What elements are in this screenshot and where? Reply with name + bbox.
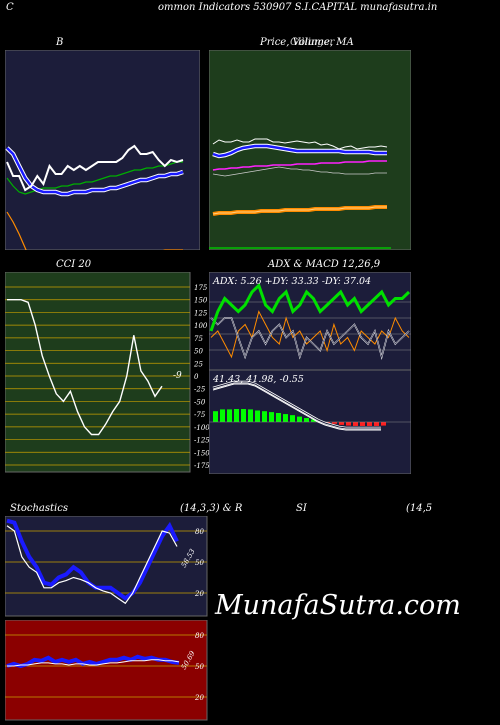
- macd-signal-line: [212, 383, 381, 431]
- macd-histogram-bar: [360, 422, 365, 426]
- macd-histogram-bar: [262, 411, 267, 422]
- macd-readout: 41.43, 41.98, -0.55: [212, 374, 304, 385]
- cci-tick-label: 125: [194, 309, 208, 317]
- si-blue-line: [6, 654, 180, 669]
- ma-orange-highlight: [212, 206, 387, 215]
- title-si-params: (14,5: [406, 503, 433, 514]
- ma-magenta-line: [212, 160, 387, 171]
- cci-tick-label: -50: [194, 398, 206, 406]
- stoch-tick-label: 80: [195, 528, 204, 536]
- header-title: ommon Indicators 530907 S.I.CAPITAL muna…: [158, 2, 438, 13]
- macd-histogram-bar: [353, 422, 358, 426]
- stoch-tick-label: 20: [194, 590, 204, 598]
- cci-tick-label: -25: [194, 386, 206, 394]
- macd-histogram-bar: [269, 412, 274, 422]
- ma-grey-line: [212, 166, 387, 177]
- bb-price-line: [6, 144, 184, 192]
- cci-last-value: -9: [173, 371, 182, 381]
- cci-tick-label: 175: [194, 284, 208, 292]
- title-bollinger: B: [56, 37, 64, 48]
- cci-tick-label: 0: [194, 373, 199, 381]
- adx-plus-di-line: [210, 317, 410, 359]
- si-white-line: [7, 659, 180, 667]
- cci-line: [7, 299, 163, 436]
- cci-tick-label: 75: [194, 335, 203, 343]
- macd-chart: 41.43, 41.98, -0.55: [209, 370, 411, 474]
- stoch-tick-label: 50: [195, 559, 204, 567]
- cci-tick-label: -175: [194, 462, 210, 470]
- adx-line: [209, 282, 411, 332]
- cci-tick-label: 100: [194, 322, 208, 330]
- macd-histogram-bar: [381, 422, 386, 426]
- ma-price-line: [212, 138, 388, 150]
- macd-histogram-bar: [290, 415, 295, 422]
- cci-tick-label: -100: [194, 424, 210, 432]
- bb-middle-line: [6, 147, 184, 196]
- macd-histogram-bar: [332, 422, 337, 424]
- cci-tick-label: 25: [193, 360, 203, 368]
- macd-histogram-bar: [304, 418, 309, 422]
- cci-chart: 175 150 125 100 75 50 25 0 -25 -50 -75 -100 -125 -150…: [5, 272, 210, 473]
- macd-histogram-bar: [220, 409, 225, 422]
- ma-blue-line: [212, 144, 387, 158]
- macd-histogram-bar: [283, 414, 288, 422]
- macd-histogram-bar: [311, 419, 316, 422]
- cci-tick-label: 50: [194, 348, 203, 356]
- stoch-k-line: [6, 525, 178, 605]
- title-price-ma: Price, Volume, MA: [260, 37, 354, 48]
- si-tick-label: 80: [195, 632, 204, 640]
- bollinger-chart: [5, 50, 200, 250]
- price-ma-chart: [209, 50, 411, 250]
- header-left: C: [6, 2, 14, 13]
- adx-chart: ADX: 5.26 +DY: 33.33 -DY: 37.04: [209, 272, 411, 370]
- macd-histogram-bar: [339, 422, 344, 425]
- cci-tick-label: -125: [194, 437, 210, 445]
- cci-tick-label: -75: [194, 411, 206, 419]
- macd-histogram-bar: [297, 416, 302, 422]
- title-stoch-params: (14,3,3) & R: [180, 503, 243, 514]
- macd-histogram-bar: [255, 410, 260, 422]
- macd-histogram-bar: [346, 422, 351, 426]
- macd-line: [212, 381, 381, 429]
- adx-readout: ADX: 5.26 +DY: 33.33 -DY: 37.04: [212, 276, 371, 287]
- macd-histogram-bar: [248, 409, 253, 422]
- macd-histogram-bar: [213, 411, 218, 422]
- title-overlay: Gillinger: [290, 37, 335, 48]
- macd-histogram-bar: [234, 409, 239, 422]
- macd-histogram-bar: [276, 413, 281, 422]
- title-adx-macd: ADX & MACD 12,26,9: [268, 259, 381, 270]
- macd-histogram-bar: [374, 422, 379, 426]
- cci-tick-label: -150: [194, 449, 210, 457]
- title-si: SI: [296, 503, 307, 514]
- macd-histogram-bar: [227, 409, 232, 422]
- title-stochastics: Stochastics: [10, 503, 68, 514]
- cci-tick-label: 150: [194, 297, 208, 305]
- title-cci: CCI 20: [56, 259, 92, 270]
- macd-histogram-bar: [241, 409, 246, 422]
- macd-histogram-bar: [367, 422, 372, 426]
- si-tick-label: 20: [194, 694, 204, 702]
- si-tick-label: 50: [195, 663, 204, 671]
- brand-watermark: MunafaSutra.com: [215, 590, 461, 621]
